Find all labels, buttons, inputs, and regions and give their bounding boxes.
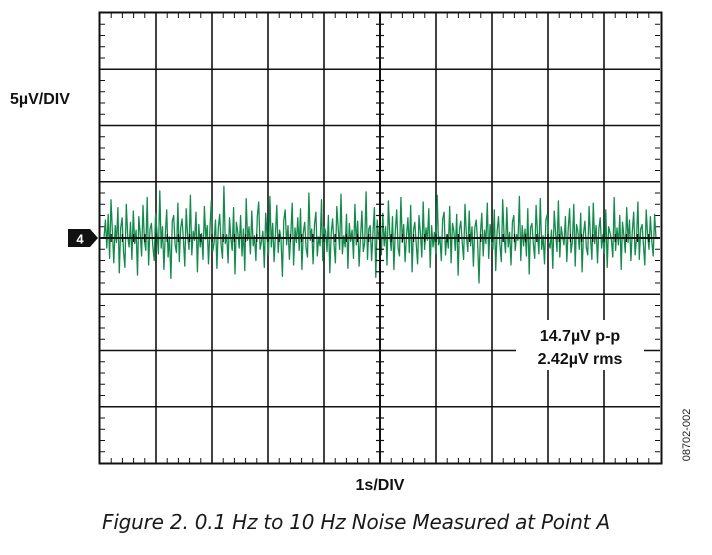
figure-id: 08702-002 — [681, 409, 693, 462]
annotation-rms: 2.42µV rms — [538, 351, 623, 368]
annotation-pp: 14.7µV p-p — [540, 328, 621, 345]
y-scale-label: 5µV/DIV — [10, 91, 70, 108]
annotation-box — [516, 320, 644, 370]
x-scale-label: 1s/DIV — [356, 477, 405, 494]
channel-marker-label: 4 — [76, 232, 84, 247]
channel-marker-arrow — [68, 229, 98, 247]
figure-caption: Figure 2. 0.1 Hz to 10 Hz Noise Measured… — [102, 510, 610, 534]
noise-scope-plot: 4 5µV/DIV 1s/DIV 14.7µV p-p 2.42µV rms 0… — [10, 11, 693, 494]
minor-ticks — [100, 13, 660, 463]
center-axes — [100, 13, 660, 463]
channel-marker: 4 — [68, 229, 98, 247]
